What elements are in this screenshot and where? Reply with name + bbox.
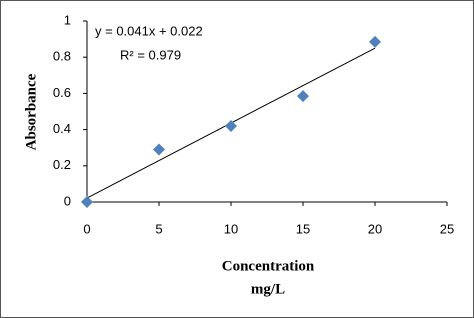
x-axis-title: Concentration [222, 258, 315, 274]
y-tick-label: 0.6 [53, 85, 71, 100]
data-point [297, 90, 309, 103]
r2-annotation: R² = 0.979 [120, 47, 181, 62]
y-tick-label: 1 [64, 12, 71, 27]
y-tick-label: 0.2 [53, 157, 71, 172]
y-tick-label: 0.4 [53, 121, 71, 136]
data-point [81, 196, 93, 208]
y-tick-label: 0 [64, 193, 71, 208]
y-tick-label: 0.8 [53, 49, 71, 64]
x-tick-label: 10 [224, 221, 238, 236]
data-point [369, 35, 381, 48]
y-axis-title: Absorbance [23, 73, 39, 150]
x-tick-label: 0 [83, 221, 90, 236]
data-point [153, 143, 165, 156]
x-tick-label: 15 [296, 221, 310, 236]
x-tick-label: 20 [368, 221, 382, 236]
x-tick-label: 25 [440, 221, 454, 236]
equation-annotation: y = 0.041x + 0.022 [95, 23, 203, 38]
data-point [225, 119, 237, 132]
x-axis-unit: mg/L [251, 281, 285, 297]
x-tick-label: 5 [155, 221, 162, 236]
